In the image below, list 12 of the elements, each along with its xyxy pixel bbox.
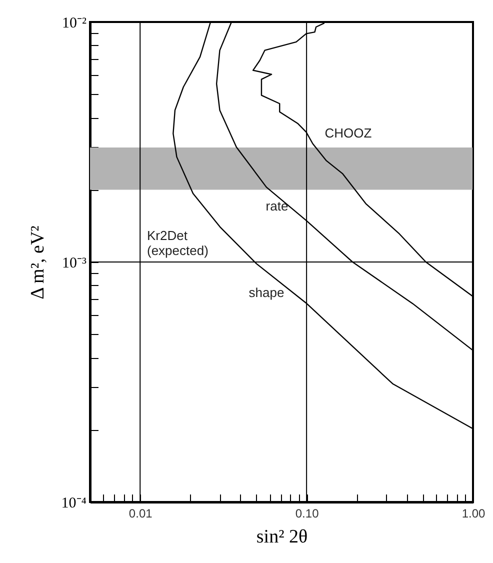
x-tick-label: 0.10 bbox=[295, 506, 320, 520]
y-tick-label: 10⁻⁴ bbox=[61, 496, 86, 512]
y-tick-label: 10⁻² bbox=[62, 16, 87, 32]
y-axis-title: Δ m², eV² bbox=[27, 225, 48, 300]
y-tick-label: 10⁻³ bbox=[62, 256, 87, 272]
series-label: CHOOZ bbox=[324, 126, 372, 141]
series-label: shape bbox=[248, 285, 284, 300]
series-label: rate bbox=[266, 198, 288, 214]
x-axis-title: sin² 2θ bbox=[256, 526, 308, 548]
x-tick-label: 1.00 bbox=[462, 506, 486, 520]
annotation: Kr2Det (expected) bbox=[147, 228, 208, 258]
x-tick-label: 0.01 bbox=[128, 506, 153, 520]
